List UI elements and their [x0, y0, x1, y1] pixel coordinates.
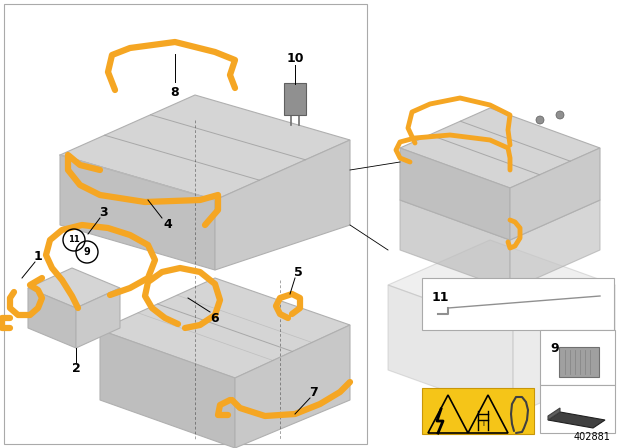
Text: 7: 7 [310, 385, 318, 399]
Polygon shape [548, 412, 605, 428]
FancyBboxPatch shape [422, 388, 534, 434]
Text: 11: 11 [432, 291, 449, 304]
Circle shape [536, 116, 544, 124]
Polygon shape [548, 408, 560, 420]
Text: 11: 11 [68, 236, 80, 245]
Polygon shape [76, 288, 120, 348]
Polygon shape [400, 108, 600, 188]
Polygon shape [468, 395, 508, 433]
Polygon shape [215, 140, 350, 270]
Polygon shape [60, 155, 215, 270]
Polygon shape [388, 240, 615, 330]
Circle shape [556, 111, 564, 119]
Polygon shape [400, 148, 510, 240]
FancyBboxPatch shape [4, 4, 367, 444]
Polygon shape [510, 148, 600, 240]
Polygon shape [28, 268, 120, 308]
Polygon shape [400, 200, 510, 290]
Text: 5: 5 [294, 266, 302, 279]
Polygon shape [235, 325, 350, 448]
Polygon shape [100, 278, 350, 378]
Text: 10: 10 [286, 52, 304, 65]
Text: 4: 4 [164, 217, 172, 231]
FancyBboxPatch shape [435, 300, 463, 322]
Polygon shape [510, 200, 600, 290]
Polygon shape [60, 95, 350, 200]
Text: 402881: 402881 [573, 432, 610, 442]
Polygon shape [400, 160, 600, 240]
Polygon shape [428, 395, 468, 433]
Text: 9: 9 [84, 247, 90, 257]
Text: 8: 8 [171, 86, 179, 99]
Text: 1: 1 [34, 250, 42, 263]
Text: 2: 2 [72, 362, 81, 375]
FancyBboxPatch shape [540, 330, 615, 385]
Polygon shape [100, 330, 235, 448]
Text: 9: 9 [550, 342, 559, 355]
FancyBboxPatch shape [559, 347, 599, 377]
Text: 3: 3 [100, 206, 108, 219]
Polygon shape [28, 288, 76, 348]
FancyBboxPatch shape [508, 393, 534, 431]
FancyBboxPatch shape [422, 278, 614, 330]
Polygon shape [388, 285, 513, 415]
Text: 6: 6 [211, 311, 220, 324]
Text: i: i [482, 421, 484, 427]
FancyBboxPatch shape [540, 385, 615, 433]
Polygon shape [513, 285, 615, 415]
FancyBboxPatch shape [284, 83, 306, 115]
